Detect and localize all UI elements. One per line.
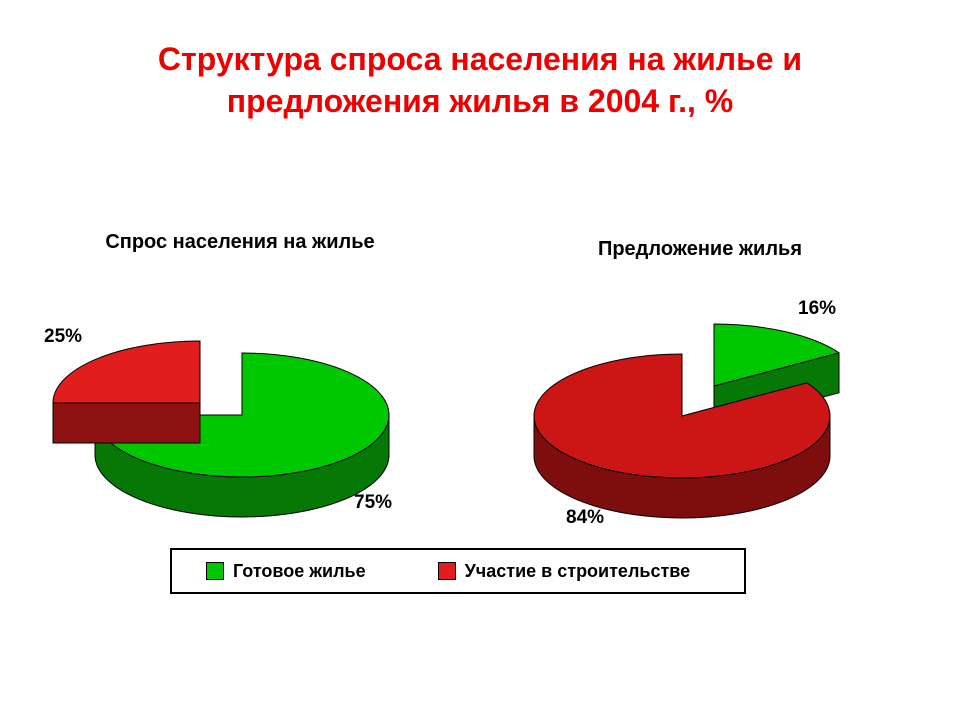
legend-item-ready-housing: Готовое жилье [206,561,366,582]
pie-1-slice-0-top [713,323,840,387]
page-title-line1: Структура спроса населения на жилье и [157,41,803,77]
page-title-line2: предложения жилья в 2004 г., % [226,83,734,120]
supply-pie [533,323,840,519]
supply-green-pct-label: 16% [798,298,837,319]
chart-title-demand: Спрос населения на жилье [105,231,375,253]
legend-label-construction: Участие в строительстве [464,560,691,581]
pie-0-slice-1-cut-wall [52,402,201,444]
page-title: Структура спроса населения на жилье и пр… [0,38,960,122]
demand-red-pct-label: 25% [44,326,83,347]
supply-red-pct-label: 84% [566,507,605,528]
legend-label-ready-housing: Готовое жилье [233,560,366,581]
red-swatch-icon [437,562,456,580]
pie-1-slice-1-top [533,353,831,479]
pie-0-slice-0-top [94,352,390,478]
legend-item-construction: Участие в строительстве [437,560,691,582]
pie-0-slice-1-top [52,340,201,404]
chart-title-supply: Предложение жилья [597,238,803,260]
legend: Готовое жилье Участие в строительстве [170,548,746,594]
demand-pie [52,340,390,518]
green-swatch-icon [206,562,224,580]
demand-green-pct-label: 75% [354,492,393,513]
